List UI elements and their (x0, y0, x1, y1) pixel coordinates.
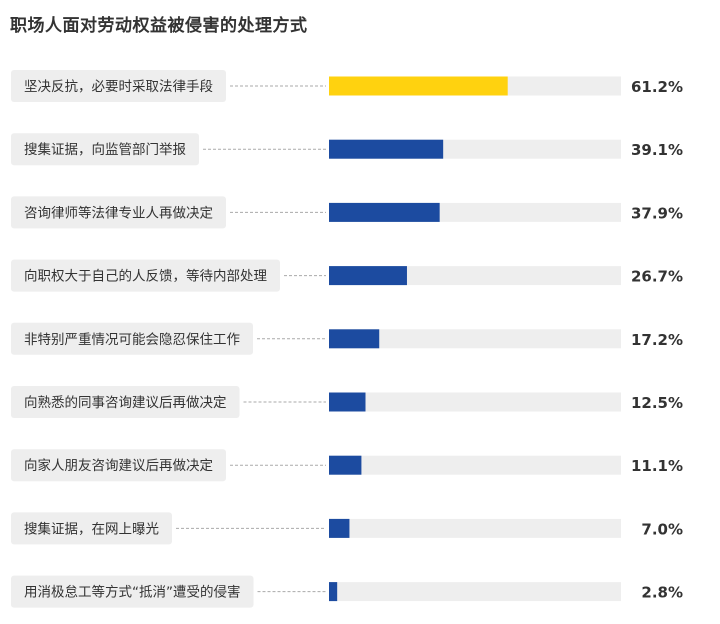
bar (329, 392, 366, 412)
value-label: 17.2% (631, 331, 683, 349)
bar-track (329, 392, 621, 412)
row-label: 搜集证据，向监管部门举报 (24, 142, 186, 158)
value-label: 26.7% (631, 268, 683, 286)
row-label: 非特别严重情况可能会隐忍保住工作 (24, 332, 240, 348)
value-label: 7.0% (641, 520, 683, 538)
row-label-background (11, 133, 199, 166)
value-label: 39.1% (631, 141, 683, 159)
row-label-background (11, 386, 240, 418)
bar (329, 455, 362, 475)
row-label: 向家人朋友咨询建议后再做决定 (24, 457, 213, 474)
row-label-background (11, 70, 226, 102)
bar-track (329, 455, 621, 475)
row-label-background (11, 449, 226, 482)
row-label: 咨询律师等法律专业人再做决定 (24, 204, 213, 221)
row-label: 坚决反抗，必要时采取法律手段 (24, 79, 213, 95)
bar (329, 266, 407, 286)
bar-track (329, 329, 621, 349)
row-label-background (11, 322, 253, 355)
bar-track (329, 582, 621, 602)
value-label: 61.2% (631, 78, 683, 96)
row-label: 向职权大于自己的人反馈，等待内部处理 (24, 268, 267, 285)
value-label: 11.1% (631, 457, 683, 475)
bar-track (329, 518, 621, 538)
row-label-background (11, 259, 280, 292)
chart-title: 职场人面对劳动权益被侵害的处理方式 (10, 16, 308, 36)
row-label-background (11, 575, 254, 608)
row-label-background (11, 512, 172, 545)
value-label: 2.8% (641, 584, 683, 602)
row-label-background (11, 196, 226, 229)
value-label: 12.5% (631, 394, 683, 412)
bar (329, 76, 508, 96)
row-label: 搜集证据，在网上曝光 (24, 521, 159, 537)
row-label: 向熟悉的同事咨询建议后再做决定 (24, 395, 227, 411)
bar (329, 518, 350, 538)
bar (329, 329, 380, 349)
bar (329, 582, 338, 602)
value-label: 37.9% (631, 204, 683, 222)
bar (329, 139, 444, 159)
row-label: 用消极怠工等方式“抵消”遭受的侵害 (24, 584, 241, 601)
bar (329, 202, 440, 222)
